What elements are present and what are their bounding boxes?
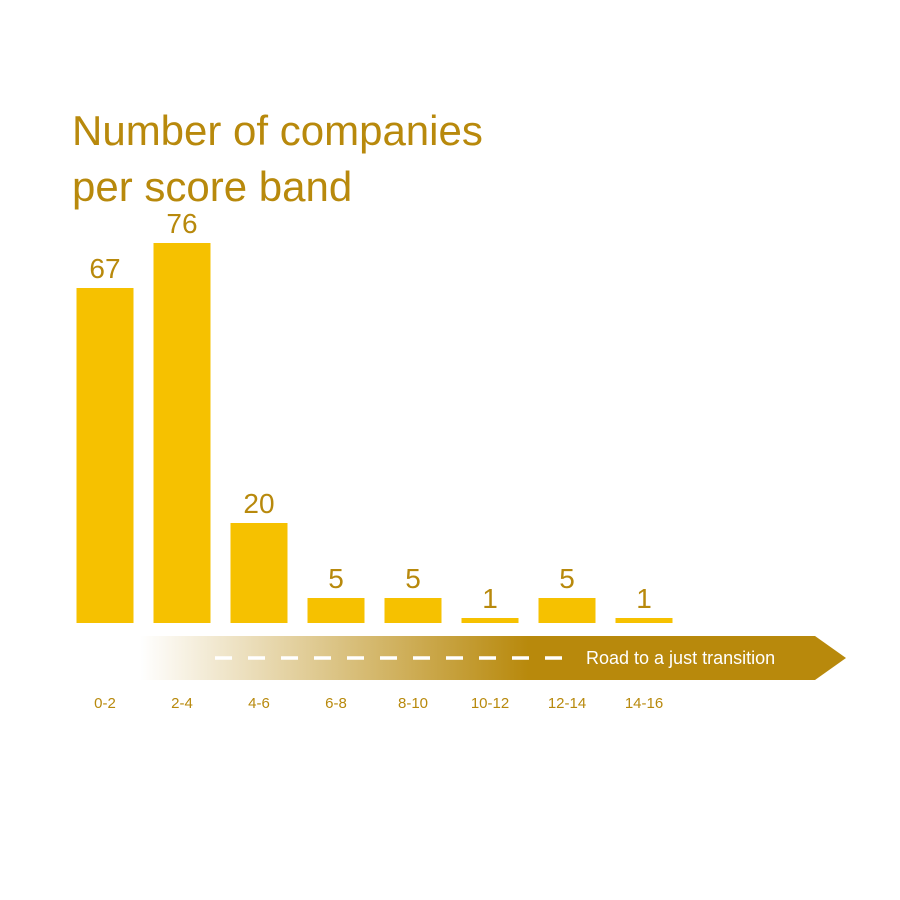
value-label-4-6: 20 (243, 488, 274, 519)
value-label-2-4: 76 (166, 208, 197, 239)
value-label-8-10: 5 (405, 563, 421, 594)
annotation-road-to-just-transition: Road to a just transition (586, 648, 775, 668)
bar-8-10 (384, 598, 442, 623)
bar-2-4 (153, 243, 211, 623)
value-label-6-8: 5 (328, 563, 344, 594)
tick-label-8-10: 8-10 (398, 695, 428, 712)
tick-label-6-8: 6-8 (325, 695, 347, 712)
value-label-12-14: 5 (559, 563, 575, 594)
tick-label-0-2: 0-2 (94, 695, 116, 712)
bar-6-8 (307, 598, 365, 623)
tick-label-12-14: 12-14 (548, 695, 586, 712)
chart-title: Number of companies per score band (72, 107, 483, 210)
bar-4-6 (230, 523, 288, 623)
bar-10-12 (461, 618, 519, 623)
bar-12-14 (538, 598, 596, 623)
tick-label-2-4: 2-4 (171, 695, 193, 712)
tick-label-4-6: 4-6 (248, 695, 270, 712)
value-label-14-16: 1 (636, 583, 652, 614)
tick-label-14-16: 14-16 (625, 695, 663, 712)
tick-label-10-12: 10-12 (471, 695, 509, 712)
bar-14-16 (615, 618, 673, 623)
value-label-10-12: 1 (482, 583, 498, 614)
value-label-0-2: 67 (89, 253, 120, 284)
bar-0-2 (76, 288, 134, 623)
